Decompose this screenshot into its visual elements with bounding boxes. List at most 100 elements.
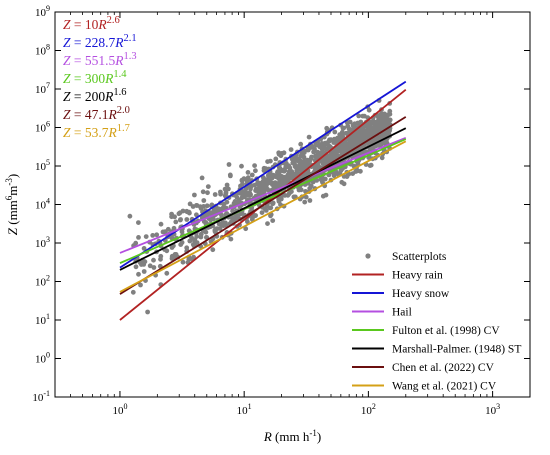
scatter-point: [245, 170, 251, 175]
scatter-point: [164, 248, 170, 254]
scatter-point: [275, 172, 281, 178]
scatter-point: [189, 235, 195, 241]
scatter-point: [338, 168, 344, 174]
scatter-point: [386, 118, 392, 124]
scatter-point: [313, 142, 319, 148]
scatter-point: [348, 142, 354, 147]
scatter-point: [263, 166, 269, 172]
scatter-point: [353, 169, 359, 174]
fit-line: [119, 138, 407, 264]
fit-line: [119, 116, 407, 295]
scatter-point: [301, 148, 307, 154]
scatter-point: [281, 150, 287, 156]
fit-line: [119, 140, 407, 293]
scatter-point: [252, 163, 257, 169]
axes: 100 101 102 103 10-1 100 101 102 103 104 105 106 107…: [4, 4, 531, 444]
scatter-point: [212, 229, 218, 234]
scatter-point: [226, 186, 231, 192]
scatter-point: [223, 220, 228, 226]
scatter-point: [208, 217, 213, 223]
scatter-point: [216, 221, 222, 227]
scatter-point: [265, 221, 270, 227]
scatter-point: [177, 217, 183, 223]
scatter-point: [133, 264, 139, 270]
scatter-point: [136, 220, 141, 226]
scatter-point: [339, 179, 345, 185]
legend-label: Hail: [392, 307, 412, 319]
equation-label: Z = 228.7R2.1: [63, 33, 137, 50]
scatter-point: [381, 119, 387, 125]
scatter-point: [358, 129, 364, 135]
scatter-point: [141, 246, 147, 251]
y-tick-label: 100: [35, 351, 50, 366]
y-tick-label: 10-1: [32, 389, 50, 404]
scatter-point: [277, 165, 283, 171]
scatter-point: [342, 144, 347, 150]
equation-label: Z = 551.5R1.3: [63, 51, 137, 68]
scatter-point: [158, 253, 164, 259]
scatter-point: [311, 149, 316, 155]
scatter-point: [227, 172, 233, 178]
scatter-point: [332, 153, 338, 159]
scatter-point: [173, 219, 179, 225]
scatter-point: [145, 309, 151, 315]
scatter-point: [237, 190, 243, 196]
scatter-point: [292, 163, 298, 169]
legend: Scatterplots Heavy rain Heavy snow Hail Fult…: [352, 251, 521, 393]
equation-label: Z = 47.1R2.0: [63, 105, 130, 122]
scatter-point: [350, 136, 356, 142]
scatter-point: [283, 164, 289, 170]
scatter-point: [234, 213, 240, 219]
scatter-point: [165, 226, 171, 232]
scatter-point: [375, 126, 381, 131]
scatter-point: [270, 200, 276, 206]
scatter-point: [212, 192, 218, 197]
scatter-point: [171, 225, 177, 231]
scatter-point: [169, 235, 175, 241]
x-tick-label: 102: [361, 402, 376, 417]
scatter-point: [164, 270, 170, 276]
scatter-point: [186, 256, 192, 262]
scatter-point: [378, 114, 384, 120]
scatter-point: [326, 138, 332, 144]
scatter-point: [320, 141, 325, 146]
x-tick-label: 100: [112, 402, 127, 417]
equation-labels: Z = 10R2.6Z = 228.7R2.1Z = 551.5R1.3Z = …: [63, 15, 137, 140]
scatter-point: [136, 271, 141, 277]
scatter-point: [273, 156, 279, 162]
scatter-point: [224, 182, 230, 188]
scatter-point: [180, 208, 186, 214]
scatter-point: [184, 217, 190, 222]
scatter-point: [205, 184, 211, 190]
legend-label: Marshall-Palmer. (1948) ST: [392, 344, 521, 356]
scatter-point: [204, 235, 209, 240]
scatter-point: [141, 262, 147, 267]
fit-lines-layer: [119, 80, 407, 321]
scatter-point: [169, 253, 175, 259]
scatter-point: [305, 147, 311, 153]
equation-label: Z = 300R1.4: [63, 69, 127, 86]
fit-line: [119, 136, 407, 254]
scatter-point: [294, 168, 300, 173]
scatter-point: [191, 254, 197, 260]
scatter-point: [160, 229, 166, 235]
scatter-point: [224, 199, 230, 205]
scatter-point: [352, 124, 358, 130]
scatter-point: [259, 210, 265, 216]
legend-label: Heavy snow: [392, 288, 450, 300]
scatter-point: [158, 221, 164, 227]
scatter-point: [323, 147, 329, 153]
legend-label: Fulton et al. (1998) CV: [392, 325, 500, 337]
scatter-point: [192, 192, 197, 198]
scatter-point: [147, 263, 153, 269]
fit-line: [119, 127, 407, 271]
scatter-point: [360, 136, 366, 142]
scatter-point: [358, 168, 363, 174]
scatter-point: [259, 186, 265, 192]
scatter-point: [380, 124, 386, 129]
scatter-point: [297, 165, 303, 170]
scatter-point: [230, 215, 235, 221]
scatter-layer: [127, 98, 393, 315]
scatter-point: [287, 173, 293, 179]
scatter-point: [313, 163, 319, 169]
